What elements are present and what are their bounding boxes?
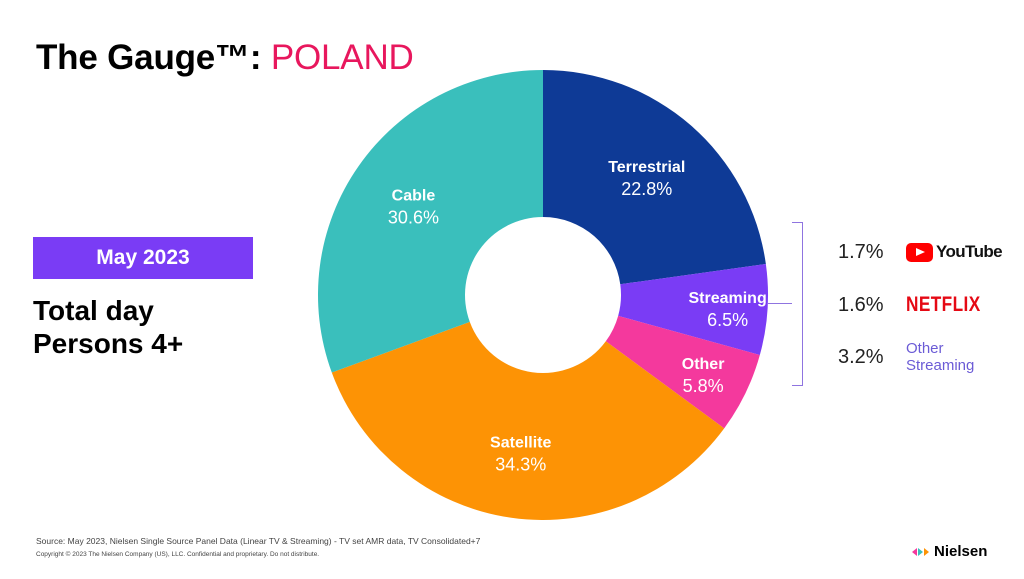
streaming-bracket-connector <box>768 303 792 304</box>
breakdown-row-other-streaming: 3.2% Other Streaming <box>838 340 974 374</box>
youtube-logo: YouTube <box>906 242 1003 262</box>
slice-label-streaming: Streaming <box>688 290 766 307</box>
netflix-share: 1.6% <box>838 293 884 316</box>
nielsen-mark-icon <box>912 547 929 556</box>
subtitle-line-2: Persons 4+ <box>33 328 184 359</box>
slice-value-terrestrial: 22.8% <box>621 179 672 199</box>
other-streaming-line-2: Streaming <box>906 357 975 374</box>
slice-other <box>605 315 760 429</box>
page-title: The Gauge™: POLAND <box>36 38 414 78</box>
other-streaming-label: Other Streaming <box>906 340 974 374</box>
slice-value-cable: 30.6% <box>388 208 439 228</box>
slice-label-cable: Cable <box>392 188 436 205</box>
other-streaming-line-1: Other <box>906 340 944 357</box>
audience-subtitle: Total day Persons 4+ <box>33 294 183 360</box>
slice-value-streaming: 6.5% <box>707 310 748 330</box>
slice-value-other: 5.8% <box>683 376 724 396</box>
slice-cable <box>317 70 543 373</box>
youtube-play-icon <box>906 242 933 262</box>
slice-label-terrestrial: Terrestrial <box>608 159 685 176</box>
slice-satellite <box>331 321 725 520</box>
title-prefix: The Gauge™: <box>36 38 262 77</box>
source-note: Source: May 2023, Nielsen Single Source … <box>36 536 481 546</box>
slice-streaming <box>618 263 769 356</box>
slice-label-satellite: Satellite <box>490 434 551 451</box>
title-country: POLAND <box>270 38 414 77</box>
subtitle-line-1: Total day <box>33 295 154 326</box>
nielsen-wordmark: Nielsen <box>934 543 988 560</box>
breakdown-row-netflix: 1.6% NETFLIX <box>838 290 997 320</box>
period-badge: May 2023 <box>33 237 253 279</box>
streaming-bracket <box>792 222 803 386</box>
youtube-wordmark: YouTube <box>936 242 1003 261</box>
breakdown-row-youtube: 1.7% YouTube <box>838 237 1003 267</box>
netflix-logo: NETFLIX <box>906 293 981 316</box>
slice-value-satellite: 34.3% <box>495 454 546 474</box>
nielsen-logo: Nielsen <box>912 543 987 560</box>
other-streaming-share: 3.2% <box>838 345 884 368</box>
slice-terrestrial <box>543 70 766 285</box>
copyright-note: Copyright © 2023 The Nielsen Company (US… <box>36 551 320 558</box>
youtube-share: 1.7% <box>838 240 884 263</box>
slice-label-other: Other <box>682 356 725 373</box>
